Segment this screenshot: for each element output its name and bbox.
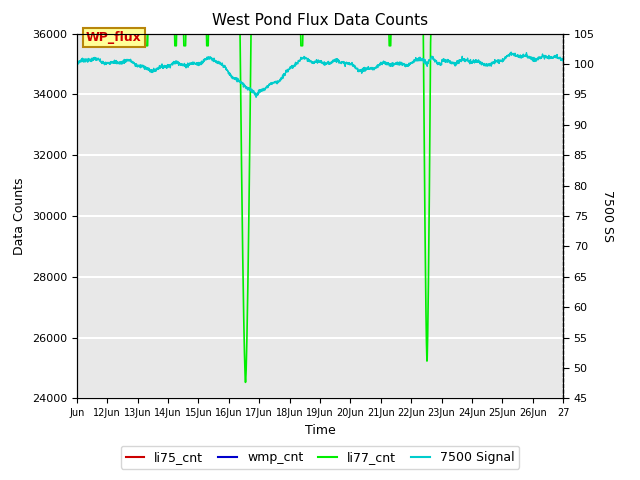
Title: West Pond Flux Data Counts: West Pond Flux Data Counts: [212, 13, 428, 28]
Text: WP_flux: WP_flux: [86, 31, 141, 44]
X-axis label: Time: Time: [305, 424, 335, 437]
Y-axis label: Data Counts: Data Counts: [13, 177, 26, 255]
Legend: li75_cnt, wmp_cnt, li77_cnt, 7500 Signal: li75_cnt, wmp_cnt, li77_cnt, 7500 Signal: [120, 446, 520, 469]
Y-axis label: 7500 SS: 7500 SS: [601, 190, 614, 242]
